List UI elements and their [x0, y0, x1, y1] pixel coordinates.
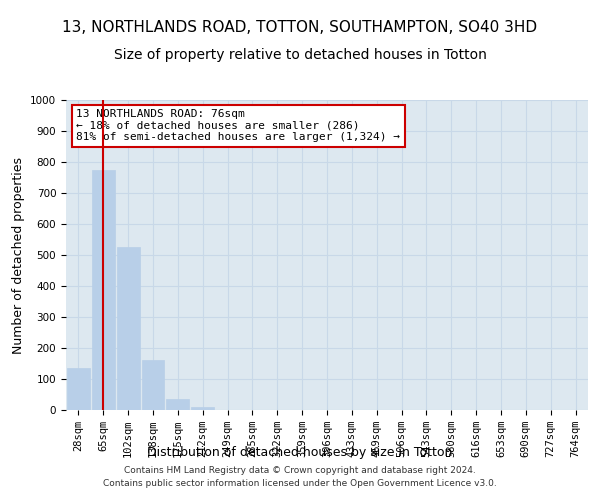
Bar: [142, 360, 164, 410]
Bar: [92, 170, 115, 410]
Bar: [67, 368, 90, 410]
Bar: [191, 407, 214, 410]
Bar: [166, 399, 189, 410]
Text: 13, NORTHLANDS ROAD, TOTTON, SOUTHAMPTON, SO40 3HD: 13, NORTHLANDS ROAD, TOTTON, SOUTHAMPTON…: [62, 20, 538, 35]
Bar: [117, 247, 140, 410]
Text: 13 NORTHLANDS ROAD: 76sqm
← 18% of detached houses are smaller (286)
81% of semi: 13 NORTHLANDS ROAD: 76sqm ← 18% of detac…: [76, 110, 400, 142]
Text: Contains HM Land Registry data © Crown copyright and database right 2024.
Contai: Contains HM Land Registry data © Crown c…: [103, 466, 497, 487]
Text: Distribution of detached houses by size in Totton: Distribution of detached houses by size …: [148, 446, 452, 459]
Y-axis label: Number of detached properties: Number of detached properties: [11, 156, 25, 354]
Text: Size of property relative to detached houses in Totton: Size of property relative to detached ho…: [113, 48, 487, 62]
